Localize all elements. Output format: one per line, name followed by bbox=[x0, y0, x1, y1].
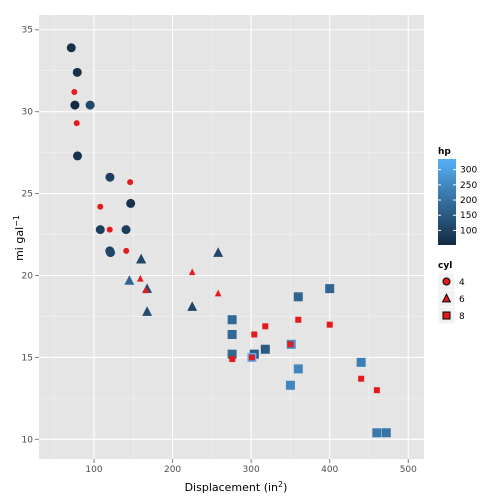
data-point-hp bbox=[227, 329, 237, 339]
x-tick-label: 100 bbox=[85, 465, 102, 475]
data-point-red bbox=[248, 354, 255, 361]
hp-legend-ticks: 100 150 200 250 300 bbox=[438, 166, 477, 236]
data-point-hp bbox=[73, 151, 82, 161]
data-point-hp bbox=[124, 275, 135, 285]
data-point-red bbox=[97, 203, 104, 210]
cyl-legend-symbol bbox=[442, 277, 451, 286]
y-tick-label: 10 bbox=[22, 435, 34, 445]
data-point-red bbox=[373, 387, 380, 394]
data-point-hp bbox=[136, 253, 147, 264]
cyl-legend-label: 8 bbox=[459, 312, 465, 322]
y-tick-label: 20 bbox=[22, 272, 34, 282]
cyl-legend-label: 4 bbox=[459, 278, 465, 288]
x-tick-label: 500 bbox=[400, 465, 417, 475]
hp-legend-title: hp bbox=[438, 147, 451, 157]
data-point-hp bbox=[227, 349, 237, 359]
y-tick-label: 15 bbox=[22, 353, 33, 363]
data-point-red bbox=[106, 226, 113, 233]
cyl-legend-title: cyl bbox=[438, 261, 452, 271]
data-point-red bbox=[71, 89, 78, 96]
data-point-red bbox=[287, 341, 294, 348]
cyl-legend-label: 6 bbox=[459, 295, 465, 305]
data-point-hp bbox=[85, 100, 95, 110]
data-point-hp bbox=[72, 67, 82, 77]
data-point-hp bbox=[66, 43, 76, 53]
cyl-legend-symbol bbox=[442, 311, 451, 320]
data-point-hp bbox=[372, 428, 382, 438]
data-points bbox=[66, 43, 391, 438]
data-point-red bbox=[123, 247, 130, 254]
data-point-red bbox=[262, 323, 269, 330]
data-point-hp bbox=[325, 284, 335, 294]
y-tick-label: 35 bbox=[22, 26, 33, 36]
data-point-hp bbox=[105, 172, 115, 182]
data-point-red bbox=[326, 321, 333, 328]
data-point-red bbox=[142, 286, 150, 294]
data-point-hp bbox=[121, 225, 131, 235]
hp-legend-label: 250 bbox=[460, 181, 477, 191]
y-axis-title: mi gal−1 bbox=[12, 215, 26, 261]
hp-colorbar bbox=[438, 159, 456, 245]
data-point-hp bbox=[213, 247, 224, 257]
y-tick-label: 25 bbox=[22, 190, 33, 200]
data-point-red bbox=[358, 375, 365, 382]
cyl-legend-symbol bbox=[441, 293, 452, 303]
y-axis-ticks: 10 15 20 25 30 35 bbox=[22, 26, 39, 445]
x-tick-label: 200 bbox=[164, 465, 181, 475]
cyl-legend: cyl 4 6 8 bbox=[437, 261, 465, 325]
y-tick-label: 30 bbox=[22, 108, 34, 118]
data-point-hp bbox=[70, 100, 80, 110]
data-point-hp bbox=[187, 301, 198, 311]
hp-legend-label: 200 bbox=[460, 196, 477, 206]
hp-legend-label: 150 bbox=[460, 211, 477, 221]
data-point-red bbox=[251, 331, 258, 338]
hp-legend: hp 100 150 200 250 300 bbox=[438, 147, 477, 245]
x-axis-ticks: 100 200 300 400 500 bbox=[85, 459, 417, 475]
data-point-red bbox=[214, 289, 222, 297]
data-point-hp bbox=[106, 248, 115, 258]
data-point-hp bbox=[285, 380, 295, 390]
data-point-hp bbox=[381, 428, 391, 438]
data-point-red bbox=[73, 120, 80, 127]
plot-panel bbox=[39, 15, 424, 459]
data-point-red bbox=[295, 316, 302, 323]
data-point-hp bbox=[95, 225, 105, 235]
x-tick-label: 300 bbox=[243, 465, 260, 475]
x-axis-title: Displacement (in2) bbox=[185, 480, 288, 494]
data-point-hp bbox=[260, 344, 270, 354]
data-point-hp bbox=[293, 292, 303, 302]
hp-legend-label: 300 bbox=[460, 166, 477, 176]
data-point-hp bbox=[142, 306, 153, 316]
data-point-hp bbox=[293, 364, 303, 374]
data-point-red bbox=[137, 274, 144, 282]
minor-gridlines bbox=[39, 15, 424, 459]
cyl-legend-items: 4 6 8 bbox=[437, 272, 465, 325]
data-point-hp bbox=[356, 357, 366, 367]
data-point-hp bbox=[227, 315, 237, 325]
hp-legend-label: 100 bbox=[460, 226, 477, 236]
x-tick-label: 400 bbox=[321, 465, 338, 475]
data-point-red bbox=[188, 268, 196, 276]
data-point-hp bbox=[126, 198, 136, 208]
data-point-red bbox=[127, 179, 134, 186]
data-point-red bbox=[229, 356, 236, 363]
